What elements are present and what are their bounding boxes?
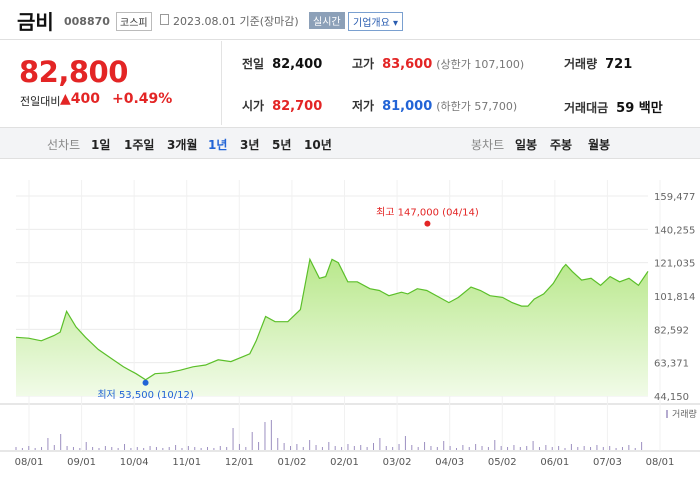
price-line — [15, 257, 649, 381]
x-tick-label: 04/03 — [435, 457, 464, 468]
tab-1w[interactable]: 1주일 — [124, 138, 155, 152]
y-tick-label: 63,371 — [654, 359, 689, 370]
lower-limit: (하한가 57,700) — [436, 100, 518, 113]
stat-amount: 거래대금 59 백만 — [564, 97, 663, 116]
x-axis-labels: 08/01 09/01 10/04 11/01 12/01 01/02 02/01 03/02… — [15, 457, 675, 468]
x-tick-label: 02/01 — [330, 457, 359, 468]
y-tick-label: 140,255 — [654, 225, 695, 236]
tab-monthly[interactable]: 월봉 — [588, 138, 611, 152]
stat-open-label: 시가 — [242, 99, 265, 113]
change-percent: +0.49% — [112, 91, 173, 107]
stat-amount-label: 거래대금 — [564, 101, 609, 115]
y-axis-labels: 159,477 140,255 121,035 101,814 82,592 63,371… — [654, 192, 695, 403]
tab-10y[interactable]: 10년 — [304, 138, 332, 152]
max-point-marker — [424, 220, 431, 227]
current-price: 82,800 — [19, 55, 128, 89]
document-icon — [160, 14, 169, 25]
tab-5y[interactable]: 5년 — [272, 138, 292, 152]
stat-prev: 전일 82,400 — [242, 55, 322, 72]
tab-1y[interactable]: 1년 — [208, 138, 228, 152]
x-tick-label: 07/03 — [593, 457, 622, 468]
tab-1d[interactable]: 1일 — [91, 138, 111, 152]
stat-volume-value: 721 — [605, 57, 633, 72]
y-tick-label: 82,592 — [654, 325, 689, 336]
upper-limit: (상한가 107,100) — [436, 58, 525, 71]
stat-low-value: 81,000 — [382, 99, 433, 114]
stat-volume: 거래량 721 — [564, 55, 632, 72]
stat-amount-value: 59 백만 — [616, 101, 663, 116]
y-tick-label: 44,150 — [654, 392, 689, 403]
stat-prev-value: 82,400 — [272, 57, 323, 72]
corp-info-dropdown[interactable]: 기업개요 ▾ — [348, 12, 403, 31]
stat-high: 고가 83,600 (상한가 107,100) — [352, 55, 524, 72]
min-point-marker — [142, 379, 149, 386]
candle-chart-label: 봉차트 — [471, 138, 505, 152]
y-tick-label: 121,035 — [654, 259, 695, 270]
x-tick-label: 08/01 — [15, 457, 44, 468]
stat-open-value: 82,700 — [272, 99, 323, 114]
price-summary: 82,800 전일대비 ▲400 +0.49% — [0, 41, 222, 125]
stock-header: 금비 008870 코스피 2023.08.01 기준(장마감) 실시간 기업개… — [0, 0, 700, 40]
change-label: 전일대비 — [20, 95, 61, 108]
stat-prev-label: 전일 — [242, 57, 265, 71]
x-tick-label: 09/01 — [67, 457, 96, 468]
stat-high-label: 고가 — [352, 57, 375, 71]
stat-low-label: 저가 — [352, 99, 375, 113]
x-tick-label: 10/04 — [120, 457, 149, 468]
chart-tabs: 선차트 1일 1주일 3개월 1년 3년 5년 10년 봉차트 일봉 주봉 월봉 — [0, 127, 700, 159]
tab-3m[interactable]: 3개월 — [167, 138, 198, 152]
base-date: 2023.08.01 기준(장마감) — [173, 15, 299, 28]
price-chart: 159,477 140,255 121,035 101,814 82,592 63,371… — [0, 180, 700, 468]
max-annotation: 최고 147,000 (04/14) — [376, 207, 479, 219]
x-tick-label: 12/01 — [225, 457, 254, 468]
stock-name: 금비 — [17, 10, 54, 34]
stock-code: 008870 — [64, 15, 110, 28]
min-annotation: 최저 53,500 (10/12) — [97, 389, 193, 401]
tab-daily[interactable]: 일봉 — [515, 138, 538, 152]
x-tick-label: 03/02 — [383, 457, 412, 468]
x-tick-label: 05/02 — [488, 457, 517, 468]
x-tick-label: 01/02 — [278, 457, 307, 468]
x-tick-label: 11/01 — [172, 457, 201, 468]
change-value: ▲400 — [60, 91, 100, 107]
y-tick-label: 159,477 — [654, 192, 695, 203]
tab-weekly[interactable]: 주봉 — [550, 138, 573, 152]
stat-high-value: 83,600 — [382, 57, 433, 72]
price-area — [16, 259, 648, 396]
tab-3y[interactable]: 3년 — [240, 138, 260, 152]
stat-open: 시가 82,700 — [242, 97, 322, 114]
realtime-button[interactable]: 실시간 — [309, 12, 345, 29]
y-tick-label: 101,814 — [654, 292, 695, 303]
volume-bars — [15, 410, 668, 450]
stats-panel: 전일 82,400 고가 83,600 (상한가 107,100) 거래량 721 시가… — [222, 41, 700, 125]
x-tick-label: 08/01 — [646, 457, 675, 468]
line-chart-label: 선차트 — [47, 138, 81, 152]
stat-volume-label: 거래량 — [564, 57, 598, 71]
x-tick-label: 06/01 — [540, 457, 569, 468]
volume-legend-label: 거래량 — [672, 408, 697, 420]
stat-low: 저가 81,000 (하한가 57,700) — [352, 97, 517, 114]
market-badge: 코스피 — [116, 12, 152, 31]
